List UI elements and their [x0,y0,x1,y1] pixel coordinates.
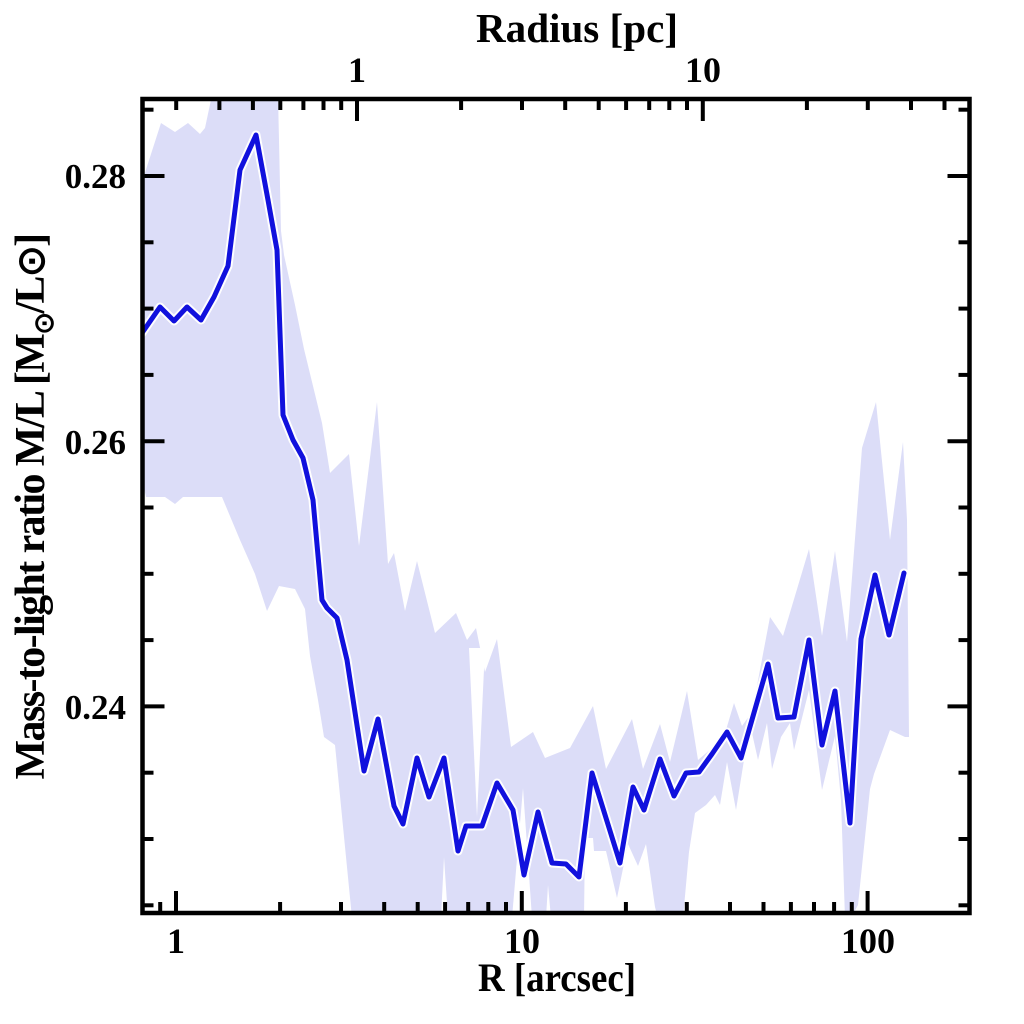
svg-text:10: 10 [685,50,721,90]
svg-text:R [arcsec]: R [arcsec] [478,955,636,1000]
svg-text:0.28: 0.28 [65,157,126,196]
svg-text:0.24: 0.24 [65,688,126,727]
svg-text:100: 100 [841,921,895,961]
svg-text:1: 1 [167,921,185,961]
svg-text:1: 1 [348,50,366,90]
svg-text:Radius [pc]: Radius [pc] [476,5,678,51]
svg-text:10: 10 [504,921,540,961]
svg-text:0.26: 0.26 [65,423,126,462]
